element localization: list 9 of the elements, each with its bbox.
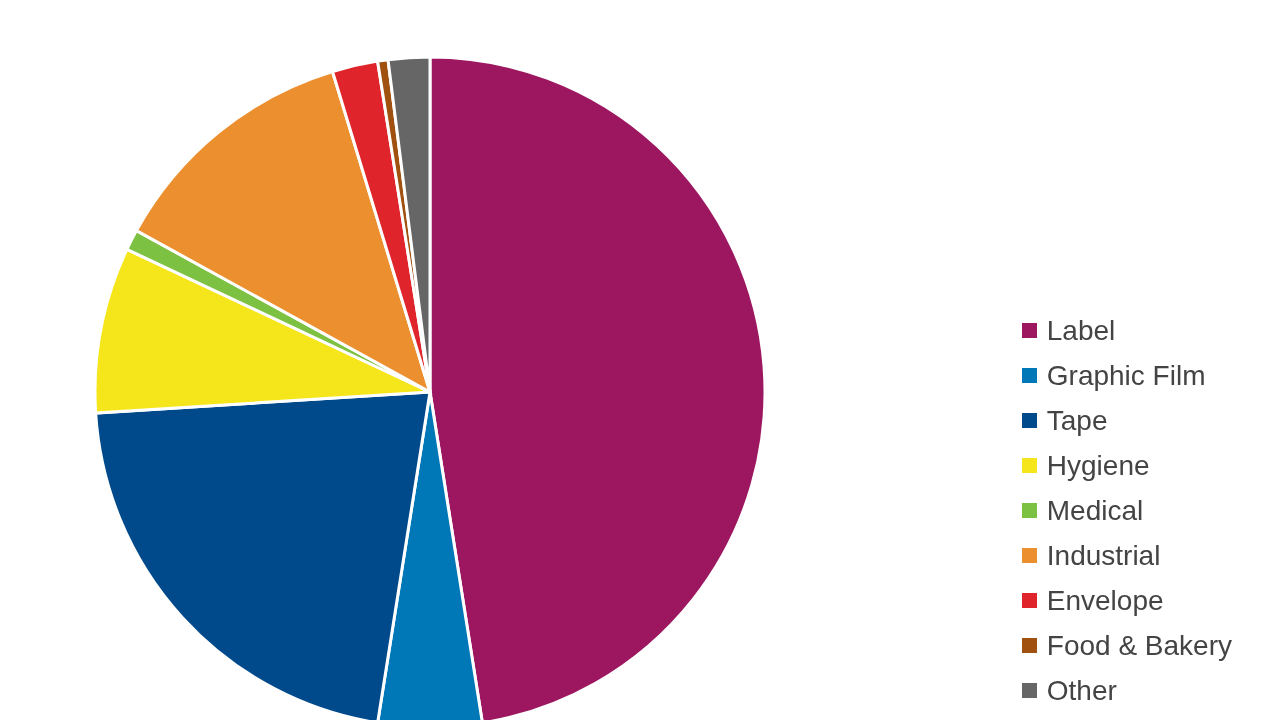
legend-label: Graphic Film [1046, 358, 1206, 393]
legend-label: Other [1046, 673, 1117, 708]
legend-label: Food & Bakery [1046, 628, 1232, 663]
legend-label: Hygiene [1046, 448, 1150, 483]
legend-label: Label [1046, 313, 1116, 348]
legend-label: Medical [1046, 493, 1144, 528]
legend-label: Envelope [1046, 583, 1164, 618]
legend-label: Tape [1046, 403, 1108, 438]
legend-label: Industrial [1046, 538, 1161, 573]
